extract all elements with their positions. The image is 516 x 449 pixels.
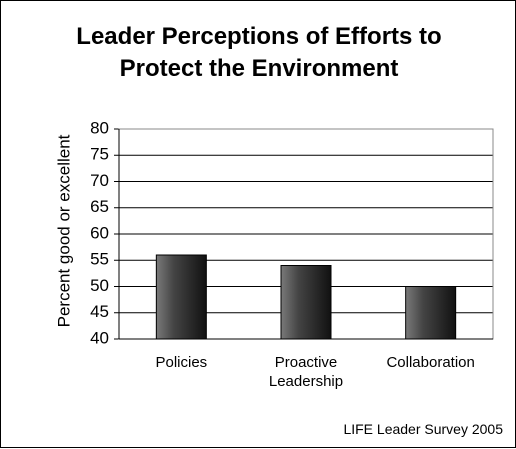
x-tick-label: Policies — [155, 354, 208, 371]
source-note: LIFE Leader Survey 2005 — [343, 421, 503, 437]
y-tick-label: 60 — [90, 223, 109, 242]
y-tick-label: 65 — [90, 197, 109, 216]
y-tick-label: 50 — [90, 276, 109, 295]
y-tick-label: 80 — [90, 118, 109, 137]
x-tick-label: Proactive Leadership — [268, 354, 344, 390]
bar — [280, 265, 332, 340]
bar — [155, 254, 207, 340]
bar — [405, 286, 457, 340]
x-tick-label: Collaboration — [386, 354, 475, 371]
y-tick-label: 55 — [90, 250, 109, 269]
chart-title: Leader Perceptions of Efforts to Protect… — [76, 23, 442, 82]
y-tick-label: 75 — [90, 145, 109, 164]
y-tick-label: 70 — [90, 171, 109, 190]
y-tick-label: 45 — [90, 302, 109, 321]
y-axis-label: Percent good or excellent — [54, 134, 73, 327]
y-tick-label: 40 — [90, 328, 109, 347]
